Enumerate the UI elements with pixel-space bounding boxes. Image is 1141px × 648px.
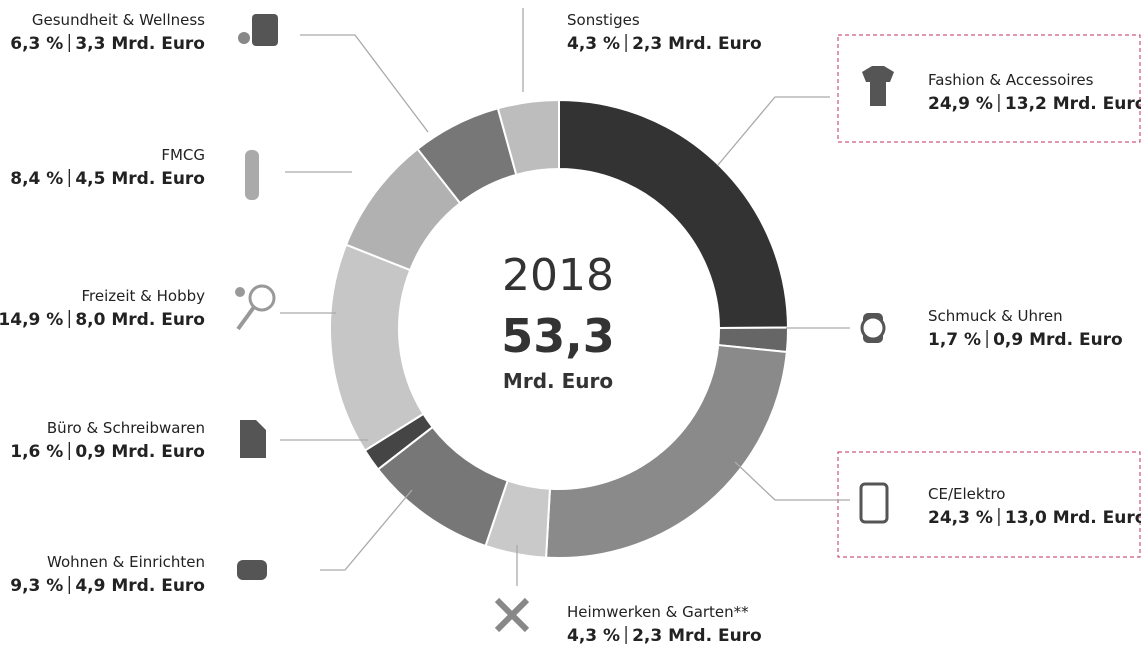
center-year: 2018 — [502, 250, 614, 301]
amount-label: 13,2 Mrd. Euro — [1005, 94, 1141, 114]
amount-label: 4,9 Mrd. Euro — [75, 576, 205, 596]
category-label: Heimwerken & Garten** — [567, 603, 749, 621]
value-label: 14,9 % — [0, 310, 63, 330]
category-label: Büro & Schreibwaren — [47, 419, 205, 437]
category-label: Gesundheit & Wellness — [32, 11, 205, 29]
highlight-box — [837, 34, 1141, 143]
value-label: 4,3 % — [567, 34, 620, 54]
amount-label: 4,5 Mrd. Euro — [75, 169, 205, 189]
highlight-box — [837, 451, 1141, 558]
value-label: 8,4 % — [10, 169, 63, 189]
category-label: CE/Elektro — [928, 485, 1005, 503]
category-label: Fashion & Accessoires — [928, 71, 1094, 89]
value-label: 24,9 % — [928, 94, 993, 114]
icons — [235, 14, 894, 633]
leader-line — [300, 34, 429, 133]
value-label: 9,3 % — [10, 576, 63, 596]
category-label: Schmuck & Uhren — [928, 307, 1063, 325]
donut-segment — [496, 98, 560, 177]
value-label: 6,3 % — [10, 34, 63, 54]
category-label: Wohnen & Einrichten — [47, 553, 205, 571]
category-label: Sonstiges — [567, 11, 640, 29]
amount-label: 0,9 Mrd. Euro — [75, 442, 205, 462]
amount-label: 2,3 Mrd. Euro — [632, 626, 762, 646]
value-label: 1,6 % — [10, 442, 63, 462]
value-label: 4,3 % — [567, 626, 620, 646]
donut-segment — [558, 98, 790, 330]
amount-label: 0,9 Mrd. Euro — [993, 330, 1123, 350]
amount-label: 13,0 Mrd. Euro — [1005, 508, 1141, 528]
value-label: 1,7 % — [928, 330, 981, 350]
amount-label: 2,3 Mrd. Euro — [632, 34, 762, 54]
leader-line — [734, 461, 850, 501]
category-label: Freizeit & Hobby — [81, 287, 205, 305]
amount-label: 3,3 Mrd. Euro — [75, 34, 205, 54]
center-unit: Mrd. Euro — [503, 369, 613, 393]
leader-line — [320, 489, 413, 571]
value-label: 24,3 % — [928, 508, 993, 528]
center-total: 53,3 — [501, 309, 615, 363]
leader-line — [717, 96, 830, 166]
category-label: FMCG — [161, 146, 205, 164]
donut-segment — [329, 243, 425, 452]
amount-label: 8,0 Mrd. Euro — [75, 310, 205, 330]
